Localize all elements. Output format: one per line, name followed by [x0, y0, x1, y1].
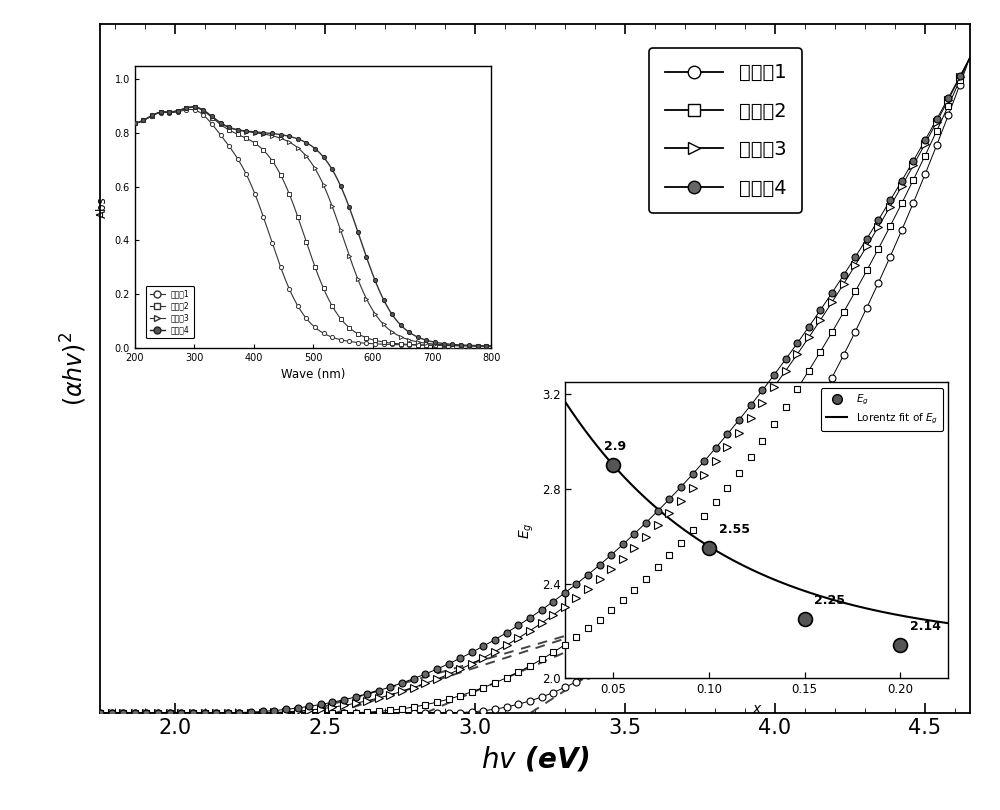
- Y-axis label: $(\alpha hv)^2$: $(\alpha hv)^2$: [59, 331, 89, 406]
- Legend: 实施例1, 实施例2, 实施例3, 实施例4: 实施例1, 实施例2, 实施例3, 实施例4: [649, 48, 802, 213]
- X-axis label: $hv$ (eV): $hv$ (eV): [481, 744, 589, 774]
